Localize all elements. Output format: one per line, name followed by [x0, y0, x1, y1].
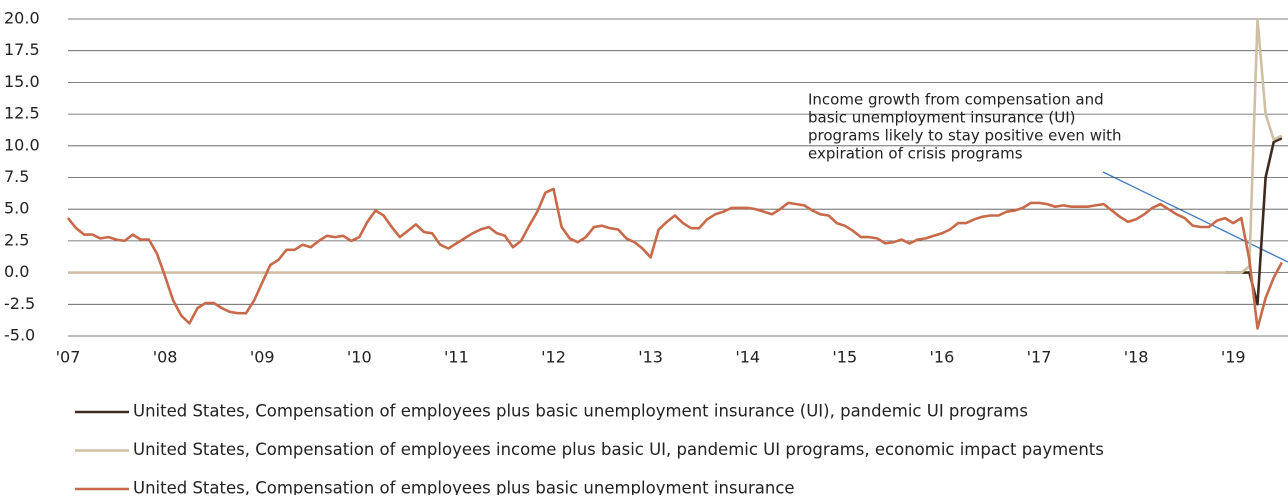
annotation: programs likely to stay positive even wi… [808, 127, 1122, 145]
x-tick-label: '15 [832, 348, 857, 367]
series-line [68, 17, 1283, 274]
series-line [66, 187, 1283, 330]
legend-label: United States, Compensation of employees… [133, 402, 1028, 421]
y-tick-label: 7.5 [4, 167, 29, 186]
annotation: basic unemployment insurance (UI) [808, 109, 1076, 127]
y-tick-label: 17.5 [4, 40, 40, 59]
x-tick-label: '11 [444, 348, 469, 367]
x-tick-label: '18 [1124, 348, 1149, 367]
x-tick-label: '17 [1027, 348, 1052, 367]
y-tick-label: 0.0 [4, 262, 29, 281]
x-tick-label: '14 [735, 348, 760, 367]
x-tick-label: '16 [930, 348, 955, 367]
annotation: expiration of crisis programs [808, 145, 1023, 163]
x-tick-label: '12 [541, 348, 566, 367]
annotation: Income growth from compensation and [808, 91, 1104, 109]
y-tick-label: 20.0 [4, 9, 40, 28]
x-tick-label: '07 [56, 348, 81, 367]
x-tick-label: '19 [1221, 348, 1246, 367]
annotation-arrow [1102, 171, 1288, 263]
y-tick-label: 12.5 [4, 104, 40, 123]
x-tick-label: '09 [250, 348, 275, 367]
y-tick-label: 5.0 [4, 199, 29, 218]
x-tick-label: '13 [638, 348, 663, 367]
y-tick-label: 2.5 [4, 230, 29, 249]
y-tick-label: 15.0 [4, 72, 40, 91]
y-tick-label: -5.0 [4, 326, 35, 345]
legend-label: United States, Compensation of employees… [133, 479, 795, 496]
y-tick-label: 10.0 [4, 135, 40, 154]
legend-label: United States, Compensation of employees… [133, 440, 1104, 459]
x-tick-label: '08 [153, 348, 178, 367]
y-tick-label: -2.5 [4, 294, 35, 313]
x-tick-label: '10 [347, 348, 372, 367]
